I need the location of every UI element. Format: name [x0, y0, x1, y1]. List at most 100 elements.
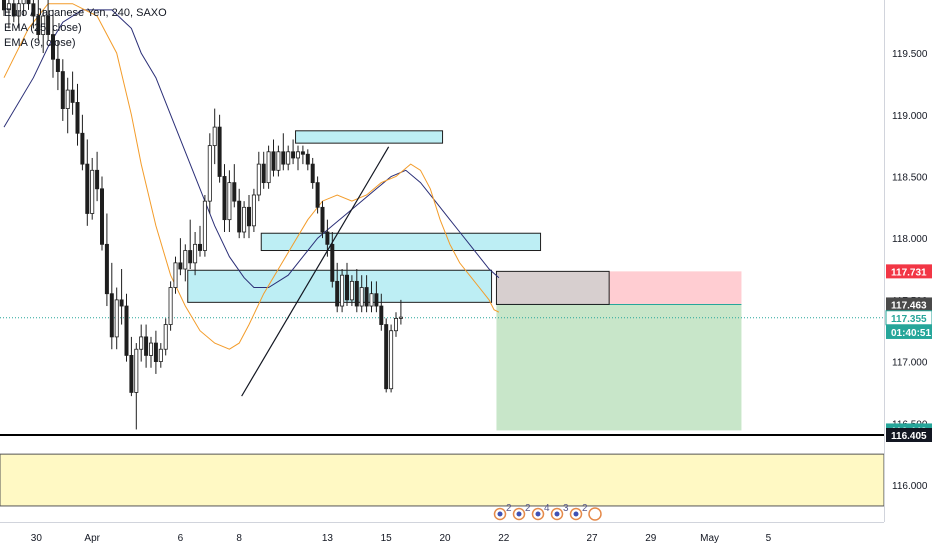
candle	[26, 0, 31, 10]
event-badge[interactable]: 2	[512, 503, 532, 521]
candle-body	[119, 299, 124, 307]
candle-body	[295, 151, 300, 159]
event-badge[interactable]: 2	[569, 503, 589, 521]
candle-body	[193, 243, 198, 264]
price-tag: 117.463	[886, 297, 932, 312]
candle-body	[266, 151, 271, 184]
candle	[295, 145, 300, 171]
candle-body	[173, 262, 178, 288]
price-tag: 01:40:51	[886, 324, 932, 339]
price-tag-label: 117.355	[891, 314, 927, 325]
candle-body	[242, 206, 247, 233]
price-tag-bg	[886, 324, 932, 339]
candle-body	[354, 280, 359, 307]
event-dot	[573, 511, 579, 517]
candle	[237, 188, 242, 239]
event-count: 2	[525, 503, 531, 514]
candle	[281, 133, 286, 171]
candle-body	[124, 305, 129, 356]
candle-body	[6, 3, 11, 11]
candle-body	[271, 151, 276, 171]
candle	[193, 232, 198, 276]
candle-body	[232, 182, 237, 202]
candle-body	[46, 15, 51, 35]
event-badge[interactable]: 3	[550, 503, 570, 521]
candle	[119, 269, 124, 325]
candle-body	[222, 176, 227, 221]
candle-body	[389, 330, 394, 390]
candle-body	[207, 145, 212, 202]
y-tick-label: 117.000	[892, 358, 928, 369]
candle	[6, 0, 11, 29]
candle	[80, 114, 85, 171]
price-tag-bg	[885, 310, 932, 326]
candle	[286, 145, 291, 171]
zone-box	[295, 130, 444, 144]
candle	[158, 343, 163, 368]
event-badge[interactable]: 4	[531, 503, 551, 521]
legend-ema-25[interactable]: EMA (25, close)	[4, 22, 82, 34]
y-tick-label: 119.500	[892, 49, 928, 60]
candle-body	[315, 182, 320, 208]
candle	[207, 133, 212, 214]
candle	[398, 299, 403, 325]
event-count: 4	[544, 503, 550, 514]
x-tick-label: 5	[766, 533, 772, 544]
candle	[95, 151, 100, 202]
candle	[183, 244, 188, 282]
candle-body	[300, 151, 305, 155]
x-tick-label: Apr	[84, 533, 100, 544]
legend-ema-9[interactable]: EMA (9, close)	[4, 37, 76, 49]
x-tick-label: 20	[439, 533, 451, 544]
candle-body	[70, 89, 75, 103]
candle-body	[349, 280, 354, 301]
candle-body	[65, 89, 70, 109]
x-tick-label: 27	[586, 533, 598, 544]
candle	[359, 275, 364, 313]
event-count: 3	[563, 503, 569, 514]
price-tag-label: 116.405	[891, 431, 927, 442]
reward-zone	[496, 304, 742, 431]
legend: Euro / Japanese Yen, 240, SAXO EMA (25, …	[4, 6, 167, 51]
event-badge[interactable]: 2	[493, 503, 513, 521]
candle	[300, 145, 305, 165]
y-tick-label: 116.000	[892, 481, 928, 492]
candle	[320, 201, 325, 239]
candle	[36, 0, 41, 41]
candle	[31, 0, 36, 29]
x-tick-label: 8	[236, 533, 242, 544]
candle	[246, 194, 251, 239]
candle-body	[31, 3, 36, 17]
candle-body	[344, 274, 349, 301]
candle-body	[202, 200, 207, 251]
candle	[55, 40, 60, 91]
candle	[305, 149, 310, 171]
candle	[261, 151, 266, 189]
candle	[354, 269, 359, 313]
candle-body	[36, 15, 41, 35]
candle	[144, 324, 149, 368]
candle	[148, 336, 153, 368]
candle-body	[55, 58, 60, 72]
candle	[369, 281, 374, 313]
candle-body	[109, 293, 114, 338]
candle-body	[330, 243, 335, 282]
candle	[266, 145, 271, 189]
price-tag: 116.405	[886, 428, 932, 442]
x-tick-label: 13	[322, 533, 334, 544]
event-dot	[516, 511, 522, 517]
event-count: 2	[582, 503, 588, 514]
candle	[75, 83, 80, 146]
candle-body	[16, 3, 21, 17]
candle-body	[163, 324, 168, 350]
candle	[21, 0, 26, 17]
candle	[291, 139, 296, 165]
zone-box	[260, 232, 542, 252]
event-count: 2	[506, 503, 512, 514]
price-tag-bg	[886, 428, 932, 442]
candle-body	[168, 287, 173, 325]
candle	[227, 170, 232, 232]
candle	[389, 324, 394, 393]
candle	[70, 71, 75, 115]
